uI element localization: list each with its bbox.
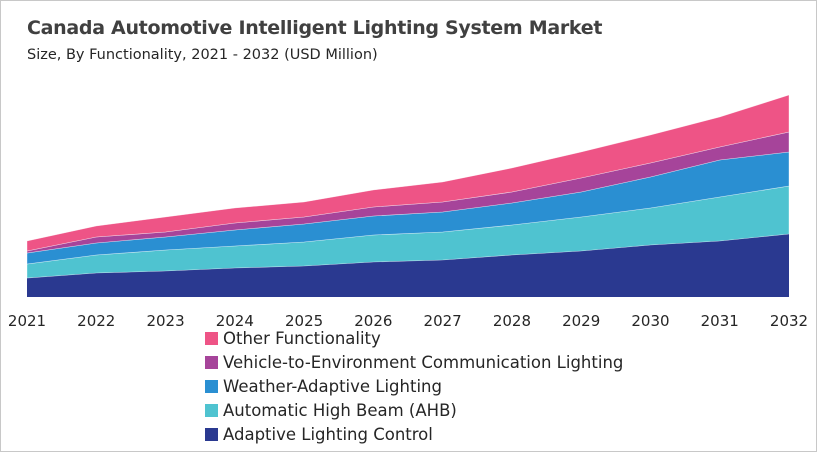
- chart-subtitle: Size, By Functionality, 2021 - 2032 (USD…: [27, 47, 378, 63]
- legend-item: Automatic High Beam (AHB): [205, 399, 623, 423]
- area-other-functionality: [26, 94, 790, 252]
- legend-swatch: [205, 428, 218, 442]
- legend-item: Adaptive Lighting Control: [205, 423, 623, 447]
- x-tick-label: 2024: [216, 312, 254, 330]
- x-tick-label: 2026: [354, 312, 392, 330]
- legend-item: Vehicle-to-Environment Communication Lig…: [205, 350, 623, 374]
- legend-label: Vehicle-to-Environment Communication Lig…: [223, 352, 624, 372]
- legend-label: Other Functionality: [223, 328, 381, 348]
- legend-label: Automatic High Beam (AHB): [223, 401, 457, 421]
- legend-item: Weather-Adaptive Lighting: [205, 374, 623, 398]
- legend: Other Functionality Vehicle-to-Environmen…: [205, 326, 623, 447]
- x-tick-label: 2022: [77, 312, 115, 330]
- legend-label: Weather-Adaptive Lighting: [223, 376, 442, 396]
- x-tick-label: 2028: [493, 312, 531, 330]
- x-tick-label: 2032: [770, 312, 808, 330]
- chart-title: Canada Automotive Intelligent Lighting S…: [27, 17, 603, 39]
- legend-swatch: [205, 331, 218, 345]
- x-tick-label: 2030: [631, 312, 669, 330]
- legend-label: Adaptive Lighting Control: [223, 425, 433, 445]
- x-tick-label: 2023: [146, 312, 184, 330]
- x-tick-label: 2027: [424, 312, 462, 330]
- legend-swatch: [205, 379, 218, 393]
- x-tick-label: 2031: [701, 312, 739, 330]
- legend-swatch: [205, 404, 218, 418]
- legend-swatch: [205, 355, 218, 369]
- x-tick-label: 2021: [8, 312, 46, 330]
- legend-item: Other Functionality: [205, 326, 623, 350]
- x-tick-label: 2025: [285, 312, 323, 330]
- x-tick-label: 2029: [562, 312, 600, 330]
